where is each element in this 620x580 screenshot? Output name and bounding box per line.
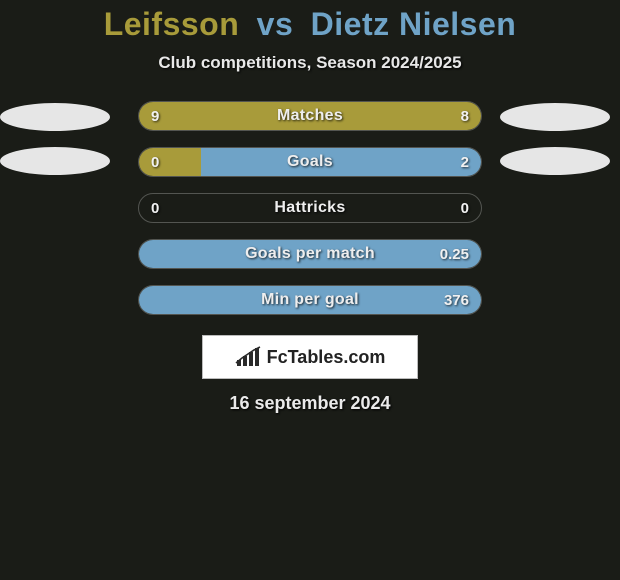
stat-bar: 376Min per goal xyxy=(138,285,482,315)
stat-bar: 0.25Goals per match xyxy=(138,239,482,269)
title-player2: Dietz Nielsen xyxy=(311,6,517,42)
bar-label: Goals per match xyxy=(139,240,481,268)
logo-badge: FcTables.com xyxy=(202,335,418,379)
comparison-body: 98Matches 02Goals 00Hattricks 0.25Goals per… xyxy=(0,101,620,315)
stat-bars: 98Matches 02Goals 00Hattricks 0.25Goals per… xyxy=(138,101,482,315)
bar-label: Min per goal xyxy=(139,286,481,314)
avatar-team1 xyxy=(0,147,110,175)
stat-bar: 00Hattricks xyxy=(138,193,482,223)
bar-label: Goals xyxy=(139,148,481,176)
comparison-card: Leifsson vs Dietz Nielsen Club competiti… xyxy=(0,0,620,414)
subtitle: Club competitions, Season 2024/2025 xyxy=(0,53,620,73)
stat-bar: 98Matches xyxy=(138,101,482,131)
avatar-col-left xyxy=(0,101,120,175)
bar-label: Matches xyxy=(139,102,481,130)
bar-label: Hattricks xyxy=(139,194,481,222)
avatar-player1 xyxy=(0,103,110,131)
date-label: 16 september 2024 xyxy=(0,393,620,414)
bar-chart-icon xyxy=(235,346,261,368)
avatar-team2 xyxy=(500,147,610,175)
avatar-player2 xyxy=(500,103,610,131)
avatar-col-right xyxy=(500,101,620,175)
page-title: Leifsson vs Dietz Nielsen xyxy=(0,6,620,43)
logo-text: FcTables.com xyxy=(267,347,386,368)
title-player1: Leifsson xyxy=(104,6,240,42)
title-vs: vs xyxy=(249,6,302,42)
stat-bar: 02Goals xyxy=(138,147,482,177)
